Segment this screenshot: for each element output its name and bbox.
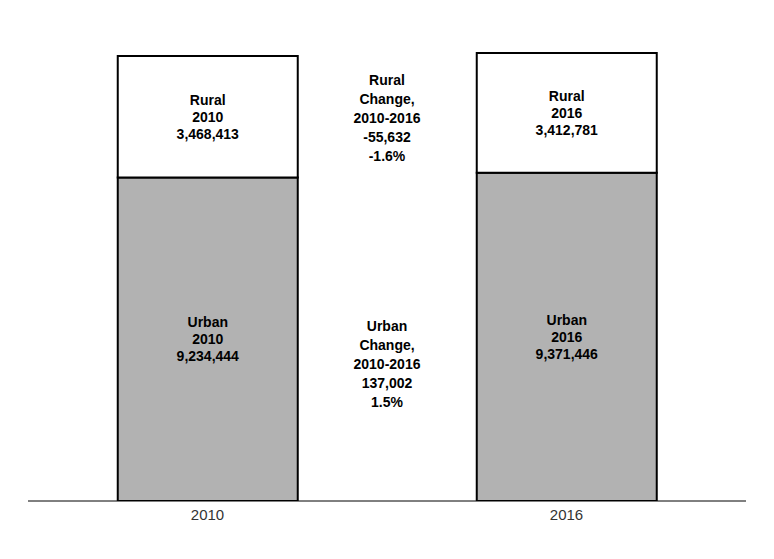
svg-text:Urban20169,371,446: Urban20169,371,446 <box>536 312 598 362</box>
svg-text:2016: 2016 <box>550 506 583 523</box>
svg-text:2010: 2010 <box>191 506 224 523</box>
svg-text:Rural20103,468,413: Rural20103,468,413 <box>177 92 239 142</box>
svg-text:Rural20163,412,781: Rural20163,412,781 <box>536 88 598 138</box>
svg-text:Urban20109,234,444: Urban20109,234,444 <box>177 314 239 364</box>
html-text:Urban Change, 2010-2016 137,00: Urban Change, 2010-2016 137,002 1.5% <box>353 317 421 410</box>
html-text:Rural Change, 2010-2016 -55,63: Rural Change, 2010-2016 -55,632 -1.6% <box>353 71 421 164</box>
